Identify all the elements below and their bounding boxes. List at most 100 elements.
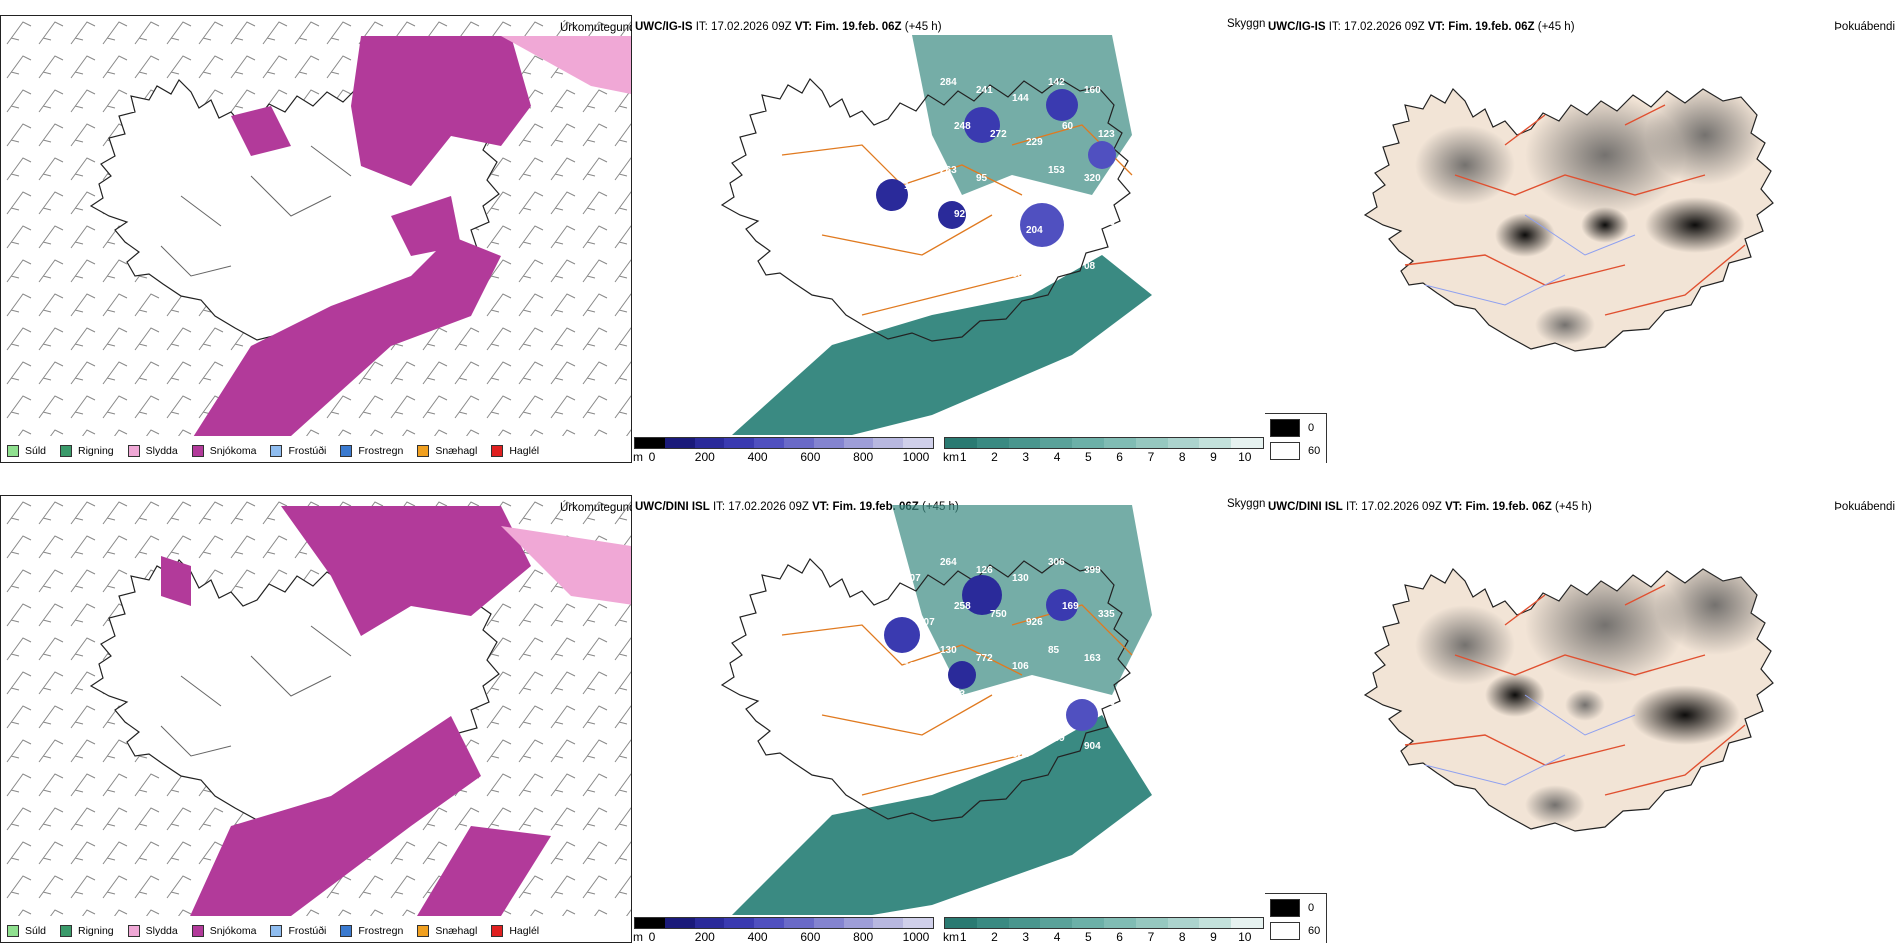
cloud-base-label: 85 [1048, 645, 1060, 656]
cloud-base-label: 316 [832, 733, 849, 744]
cloud-base-label: 388 [832, 77, 849, 88]
colorbar-tick: 7 [1147, 450, 1155, 463]
visibility-colorbar: 1 2 3 4 5 6 7 8 9 10 km [943, 437, 1264, 463]
cloud-base-label: 270 [1062, 689, 1079, 700]
colorbar-unit: m [633, 930, 643, 943]
fog-legend-item: 60 [1270, 922, 1320, 940]
cloud-base-label: 158 [1026, 705, 1043, 716]
colorbar-tick: 8 [1178, 930, 1186, 943]
colorbar-segment [664, 918, 695, 928]
colorbar-tick: 0 [648, 450, 656, 463]
legend-item: Snjókoma [191, 445, 256, 457]
colorbar-tick: 0 [648, 930, 656, 943]
cloud-base-label: 60 [1062, 121, 1074, 132]
issue-time: 17.02.2026 09Z [728, 501, 809, 513]
colorbar-segment [813, 438, 844, 448]
colorbar-tick: 4 [1053, 930, 1061, 943]
cloud-base-label: 272 [990, 129, 1007, 140]
colorbar-tick: 400 [747, 930, 768, 943]
cloud-base-label: 201 [904, 93, 921, 104]
colorbar-segment [1135, 918, 1168, 928]
legend-swatch [417, 445, 430, 457]
cloud-base-label: 229 [1026, 137, 1043, 148]
cloud-base-label: 98 [868, 261, 880, 272]
legend-label: Haglél [509, 445, 540, 457]
panel-header: UWC/DINI ISL IT: 17.02.2026 09Z VT: Fim.… [1268, 501, 1592, 513]
legend-swatch [60, 445, 73, 457]
precip-legend: Súld Rigning Slydda Snjókoma Frostúði Fr… [7, 445, 553, 457]
lead-time: (+45 h) [1555, 501, 1592, 513]
cloud-title-row1: Skyggni [1227, 18, 1268, 30]
colorbar-segment [1103, 918, 1136, 928]
colorbar-tick: 7 [1147, 930, 1155, 943]
legend-label: Rigning [78, 925, 114, 937]
colorbar-tick: 2 [991, 450, 998, 463]
fog-legend-item: 0 [1270, 899, 1320, 917]
cloud-base-label: 160 [1084, 85, 1101, 96]
colorbar-tick: 800 [853, 930, 874, 943]
panel-header: UWC/IG-IS IT: 17.02.2026 09Z VT: Fim. 19… [635, 21, 942, 33]
legend-item: Frostregn [340, 925, 403, 937]
colorbar-segment [724, 918, 755, 928]
colorbar-segment [783, 438, 814, 448]
cloud-base-label: 103 [918, 705, 935, 716]
cloud-base-label: 234 [868, 653, 885, 664]
legend-swatch [7, 445, 19, 457]
colorbar-segment [1167, 438, 1200, 448]
valid-prefix: VT: [812, 501, 830, 513]
cloud-base-label: 439 [1048, 733, 1065, 744]
colorbar-segment [1008, 438, 1041, 448]
cloud-base-label: 143 [1098, 217, 1115, 228]
legend-item: Rigning [60, 445, 114, 457]
fog-legend-swatch [1270, 899, 1300, 917]
legend-swatch [491, 925, 504, 937]
issue-time: 17.02.2026 09Z [1344, 21, 1425, 33]
cloud-map: 388 290 201 284 241 144 142 160 235 332 220 248 272 2… [721, 35, 1152, 435]
cloud-base-label: 106 [1012, 661, 1029, 672]
cloud-base-label: 105 [846, 601, 863, 612]
model-name: UWC/IG-IS [1268, 21, 1326, 33]
legend-swatch [270, 925, 283, 937]
fog-legend-item: 0 [1270, 419, 1320, 437]
colorbar-segment [1135, 438, 1168, 448]
visibility-colorbar: 1 2 3 4 5 6 7 8 9 10 km [943, 917, 1264, 943]
legend-label: Súld [25, 925, 47, 937]
cloud-base-label: 983 [1012, 269, 1029, 280]
legend-label: Frostregn [358, 445, 404, 457]
colorbar-tick: 1000 [902, 930, 930, 943]
legend-label: Rigning [78, 445, 114, 457]
legend-item: Snæhagl [417, 445, 477, 457]
issue-time: 17.02.2026 09Z [711, 21, 792, 33]
colorbar-segment [976, 438, 1009, 448]
colorbar-tick: 600 [800, 930, 821, 943]
colorbar-segment [724, 438, 755, 448]
fog-panel-row2: UWC/DINI ISL IT: 17.02.2026 09Z VT: Fim.… [1265, 495, 1900, 943]
legend-label: Snjókoma [209, 925, 257, 937]
cloud-base-label: 290 [868, 85, 885, 96]
colorbar-tick: 3 [1022, 450, 1030, 463]
legend-label: Haglél [509, 925, 540, 937]
cloud-base-label: 750 [990, 609, 1007, 620]
legend-swatch [340, 445, 353, 457]
colorbar-segment [754, 918, 784, 928]
legend-swatch [417, 925, 430, 937]
cloud-base-label: 904 [1084, 741, 1101, 752]
cloud-base-label: 320 [1084, 173, 1101, 184]
legend-label: Frostúði [288, 445, 327, 457]
fog-legend-swatch [1270, 419, 1300, 437]
colorbar-unit: km [943, 450, 959, 463]
legend-label: Súld [25, 445, 47, 457]
colorbar-segment [635, 918, 665, 928]
colorbar-tick: 200 [694, 930, 715, 943]
legend-label: Frostregn [358, 925, 404, 937]
cloud-base-label: 79 [990, 217, 1002, 228]
issue-prefix: IT: [1328, 21, 1341, 33]
cloud-base-label: 96 [832, 253, 844, 264]
fog-legend-item: 60 [1270, 442, 1320, 460]
cloud-base-label: 281 [846, 209, 863, 220]
colorbar-segment [843, 438, 874, 448]
colorbar-segment [903, 438, 933, 448]
legend-item: Haglél [491, 445, 539, 457]
precip-title-row1: Úrkomutegund [560, 22, 636, 34]
fog-map [1364, 568, 1774, 832]
